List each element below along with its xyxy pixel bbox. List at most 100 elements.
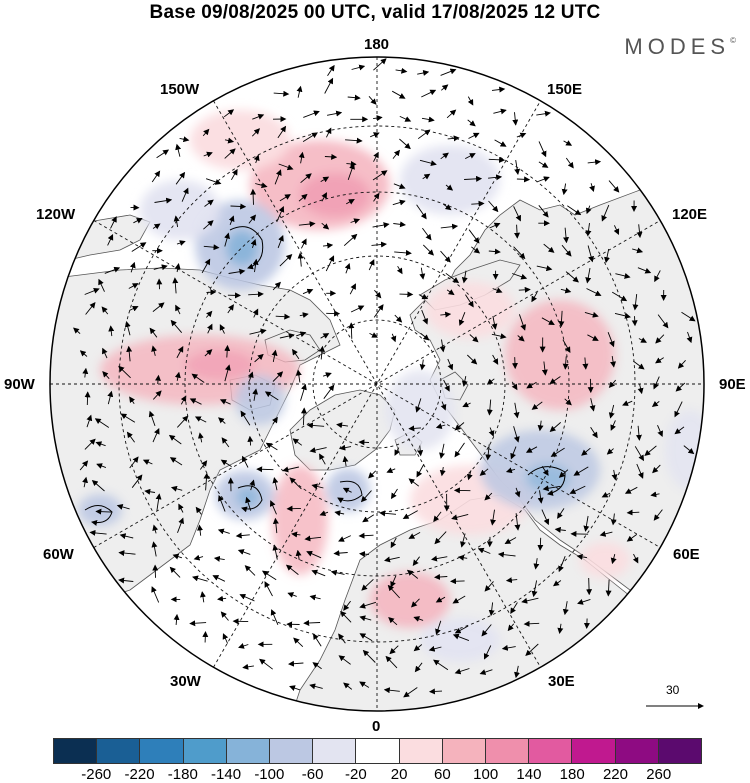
wind-vector (541, 317, 555, 325)
colorbar-segment (658, 739, 702, 763)
wind-vector (457, 554, 468, 561)
wind-vector (608, 180, 620, 193)
wind-vector (554, 526, 566, 533)
wind-vector (454, 625, 469, 634)
wind-vector (511, 381, 518, 391)
wind-vector (252, 113, 265, 120)
wind-vector (169, 457, 183, 466)
wind-vector (124, 321, 131, 336)
wind-vector (306, 550, 322, 559)
colorbar-tick-label: -100 (254, 766, 285, 783)
wind-vector (486, 399, 493, 416)
wind-vector (350, 218, 361, 224)
wind-vector (333, 550, 348, 557)
wind-vector (288, 660, 304, 667)
wind-vector (298, 151, 305, 164)
lon-label-90w: 90W (4, 376, 35, 393)
wind-vector (552, 580, 562, 587)
wind-vector (421, 116, 435, 123)
wind-vector (422, 244, 435, 256)
wind-vector (118, 365, 131, 379)
wind-vector (491, 315, 498, 330)
wind-vector (79, 350, 88, 357)
wind-vector (220, 459, 232, 467)
wind-vector (261, 570, 277, 581)
wind-vector (440, 68, 457, 76)
wind-vector (608, 404, 615, 419)
colorbar-segment (226, 739, 271, 763)
wind-vector (562, 339, 571, 353)
wind-vector (584, 311, 599, 318)
wind-vector (311, 483, 324, 490)
wind-vector (303, 110, 320, 118)
wind-vector (418, 293, 429, 300)
wind-vector (204, 349, 213, 357)
wind-vector (562, 601, 569, 616)
wind-vectors (73, 58, 696, 698)
wind-vector (632, 247, 644, 254)
wind-vector (435, 596, 446, 603)
wind-vector (454, 668, 470, 675)
wind-vector (413, 644, 423, 652)
wind-vector (415, 398, 422, 413)
wind-vector (581, 447, 591, 456)
wind-vector (204, 199, 214, 207)
wind-vector (338, 633, 346, 644)
wind-vector (416, 204, 427, 220)
wind-vector (228, 268, 246, 275)
wind-vector (372, 222, 390, 229)
wind-vector (265, 442, 278, 451)
wind-vector (654, 270, 661, 283)
wind-vector (126, 345, 133, 362)
wind-vector (561, 244, 572, 257)
wind-vector (73, 327, 81, 334)
wind-vector (194, 416, 207, 423)
wind-vector (563, 140, 573, 146)
wind-vector (445, 184, 454, 191)
wind-vector (452, 595, 466, 604)
wind-vector (626, 534, 638, 542)
wind-vector (394, 314, 403, 323)
brand-mark: © (730, 36, 736, 45)
wind-vector (538, 141, 547, 158)
wind-vector (152, 302, 165, 312)
anomaly-pos-siberia (425, 282, 515, 338)
wind-vector (342, 455, 349, 467)
wind-vector (634, 446, 645, 462)
wind-vector (120, 413, 136, 423)
wind-vector (479, 669, 493, 675)
wind-vector (361, 578, 374, 591)
wind-vector (306, 422, 325, 429)
wind-vector (538, 205, 549, 218)
wind-vector (321, 222, 330, 230)
wind-vector (197, 432, 204, 443)
wind-vector (296, 331, 307, 338)
wind-vector (218, 417, 226, 424)
wind-vector (531, 291, 538, 303)
wind-vector (491, 86, 506, 93)
wind-vector (176, 415, 189, 428)
wind-vector (249, 479, 256, 491)
wind-vector (224, 364, 231, 382)
wind-vector (205, 178, 222, 185)
wind-vector (403, 687, 418, 698)
wind-vector (537, 420, 544, 432)
wind-vector (144, 488, 156, 495)
wind-vector (224, 148, 236, 159)
wind-vector (219, 399, 231, 405)
wind-vector (606, 448, 614, 455)
wind-vector (422, 173, 431, 180)
wind-vector (320, 176, 330, 183)
wind-vector (507, 623, 515, 632)
wind-vector (322, 372, 332, 378)
wind-vector (156, 149, 170, 159)
wind-vector (413, 616, 424, 622)
wind-vector (320, 333, 330, 339)
wind-vector (435, 620, 442, 636)
wind-vector (189, 398, 202, 405)
wind-vector (351, 64, 366, 71)
streamline-layer (84, 226, 566, 526)
colorbar-tick-label: 60 (434, 766, 451, 783)
wind-vector (590, 426, 598, 439)
wind-vector (610, 356, 617, 368)
